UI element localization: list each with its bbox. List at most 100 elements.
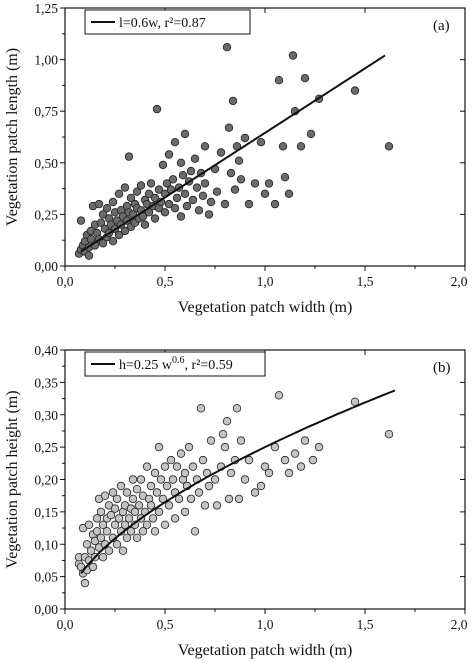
data-point <box>240 133 250 143</box>
data-point <box>224 123 234 132</box>
legend-text-b-tail: , r²=0.59 <box>185 358 233 373</box>
data-point <box>150 527 160 536</box>
x-tick-label: 1,5 <box>357 617 374 632</box>
data-point <box>108 197 118 207</box>
data-point <box>284 468 294 478</box>
axes-a: 0,0 0,5 1,0 1,5 2,0 0,00 0,25 0,50 0,75 1,00 1,25 <box>34 1 467 289</box>
data-point <box>260 189 270 198</box>
data-point <box>296 462 306 471</box>
data-point <box>102 527 112 536</box>
data-point <box>264 179 274 188</box>
data-point <box>264 468 274 478</box>
y-tick-label: 0,05 <box>34 570 58 585</box>
data-point <box>224 494 234 504</box>
data-point <box>200 179 210 188</box>
x-tick-label: 0,0 <box>57 274 74 289</box>
data-point <box>196 404 206 413</box>
data-point <box>164 150 174 159</box>
data-point <box>274 391 284 400</box>
data-point <box>98 553 108 562</box>
data-point <box>116 481 126 491</box>
data-point <box>178 170 188 180</box>
data-point <box>186 166 196 176</box>
x-tick-label: 1,5 <box>357 274 374 289</box>
y-tick-label: 0,30 <box>34 408 58 423</box>
data-point <box>104 546 114 555</box>
axes-b: 0,0 0,5 1,0 1,5 2,0 0,00 0,05 0,10 0,15 0,20 0,25 0… <box>34 343 467 632</box>
data-point <box>92 514 102 523</box>
data-point <box>98 210 108 219</box>
data-point <box>194 488 204 497</box>
scatter-points-b <box>74 391 394 588</box>
data-point <box>132 187 142 196</box>
data-point <box>184 442 194 452</box>
data-point <box>296 142 306 151</box>
data-point <box>114 230 124 240</box>
data-point <box>126 527 136 536</box>
data-point <box>260 462 270 471</box>
data-point <box>128 475 138 484</box>
data-point <box>146 501 156 510</box>
data-point <box>156 475 166 484</box>
data-point <box>244 455 254 465</box>
data-point <box>146 179 156 188</box>
data-point <box>226 168 236 178</box>
fit-line-b <box>80 389 396 575</box>
data-point <box>94 199 104 209</box>
data-point <box>280 455 290 465</box>
data-point <box>162 179 172 188</box>
data-point <box>236 436 246 445</box>
data-point <box>200 501 210 510</box>
data-point <box>176 449 186 458</box>
data-point <box>198 455 208 465</box>
legend-a: l=0.6w, r²=0.87 <box>84 9 251 35</box>
data-point <box>152 104 162 114</box>
y-tick-label: 0,25 <box>34 207 58 222</box>
data-point <box>144 189 154 198</box>
panel-label-a: (a) <box>433 18 450 34</box>
data-point <box>290 449 300 458</box>
data-point <box>112 540 122 549</box>
panel-label-b: (b) <box>433 360 451 376</box>
y-tick-label: 0,50 <box>34 156 58 171</box>
plot-frame <box>64 349 466 610</box>
data-point <box>190 154 200 163</box>
data-point <box>222 43 232 52</box>
data-point <box>384 142 394 151</box>
y-axis-label-b: Vegetation patch height (m) <box>4 390 21 568</box>
x-tick-label: 2,0 <box>451 274 468 289</box>
data-point <box>150 468 160 478</box>
data-point <box>212 501 222 510</box>
data-point <box>136 181 146 190</box>
legend-text-b-sup: 0.6 <box>172 355 185 366</box>
data-point <box>256 481 266 491</box>
y-tick-label: 0,00 <box>34 259 58 274</box>
data-point <box>96 218 106 227</box>
data-point <box>120 183 130 192</box>
data-point <box>180 507 190 517</box>
data-point <box>162 481 172 491</box>
data-point <box>180 468 190 478</box>
y-tick-label: 0,10 <box>34 537 58 552</box>
data-point <box>180 129 190 139</box>
data-point <box>222 417 232 426</box>
data-point <box>86 546 96 555</box>
data-point <box>170 137 180 147</box>
data-point <box>150 214 160 223</box>
data-point <box>80 578 90 588</box>
x-tick-label: 1,0 <box>257 617 274 632</box>
x-tick-label: 0,5 <box>157 274 174 289</box>
data-point <box>132 485 142 494</box>
data-point <box>110 520 120 529</box>
y-tick-label: 0,15 <box>34 505 58 520</box>
data-point <box>96 533 106 542</box>
data-point <box>308 455 318 465</box>
legend-text-b: h=0.25 w0.6, r²=0.59 <box>119 355 233 373</box>
data-point <box>212 187 222 196</box>
data-point <box>120 226 130 236</box>
x-tick-label: 1,0 <box>257 274 274 289</box>
scatter-points-a <box>74 43 394 260</box>
data-point <box>96 507 106 517</box>
data-point <box>198 191 208 200</box>
